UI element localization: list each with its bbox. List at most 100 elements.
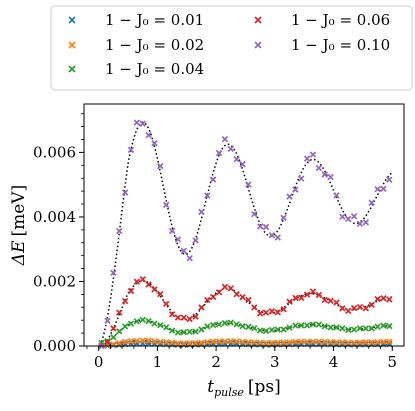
data-point-series-4 [380, 295, 387, 302]
data-point-series-3 [280, 326, 287, 333]
data-point-series-5 [221, 136, 229, 143]
data-point-series-4 [350, 304, 358, 312]
data-point-series-2 [262, 339, 270, 347]
data-point-series-4 [268, 308, 276, 315]
data-point-series-1 [180, 341, 188, 349]
data-point-series-2 [174, 340, 182, 347]
data-point-series-2 [309, 338, 317, 345]
data-point-series-4 [256, 310, 264, 317]
data-point-series-4 [245, 296, 252, 304]
legend-label-1: 1 − J₀ = 0.01 [105, 11, 204, 29]
data-point-series-2 [350, 339, 358, 346]
data-point-series-4 [151, 286, 158, 293]
data-point-series-5 [104, 317, 111, 324]
data-point-series-4 [386, 296, 393, 303]
data-point-series-4 [251, 304, 258, 311]
data-point-series-2 [163, 338, 170, 346]
fit-curves [100, 121, 393, 347]
data-point-series-5 [286, 193, 293, 200]
data-point-series-2 [133, 337, 141, 345]
data-point-series-5 [251, 210, 258, 218]
data-point-series-3 [386, 322, 393, 330]
data-point-series-4 [262, 309, 270, 316]
data-point-series-5 [215, 149, 223, 157]
legend-label-3: 1 − J₀ = 0.04 [105, 60, 204, 78]
data-point-series-3 [239, 323, 246, 330]
data-point-series-4 [333, 299, 340, 306]
data-point-series-5 [139, 120, 146, 127]
data-point-series-3 [180, 328, 188, 336]
data-point-series-4 [116, 309, 123, 316]
y-tick-label: 0.002 [33, 272, 76, 290]
data-point-series-5 [110, 269, 117, 277]
data-point-series-5 [262, 223, 270, 231]
data-point-series-2 [116, 339, 123, 347]
data-point-series-5 [186, 254, 193, 262]
data-point-series-3 [286, 324, 293, 331]
data-point-series-2 [274, 339, 281, 346]
legend-marker-4 [254, 16, 262, 24]
data-point-series-3 [274, 326, 281, 333]
data-point-series-3 [333, 324, 340, 331]
data-point-series-4 [127, 287, 135, 295]
legend: 1 − J₀ = 0.01 1 − J₀ = 0.02 1 − J₀ = 0.04 1… [50, 5, 413, 91]
data-point-series-5 [245, 181, 252, 188]
data-point-series-4 [168, 311, 176, 318]
legend-label-2: 1 − J₀ = 0.02 [105, 36, 204, 54]
data-point-series-3 [356, 325, 364, 332]
data-point-series-4 [239, 293, 246, 301]
data-point-series-2 [239, 338, 246, 346]
data-point-series-3 [321, 323, 328, 330]
data-point-series-2 [127, 338, 135, 345]
plot-area: 0 1 2 3 4 5 0.000 0.002 0.004 0.006 [33, 103, 405, 371]
data-point-series-2 [151, 338, 158, 345]
data-point-series-5 [256, 223, 264, 230]
data-point-series-3 [315, 321, 323, 328]
data-point-series-5 [145, 131, 152, 139]
data-point-series-2 [321, 338, 328, 345]
data-point-series-5 [350, 213, 358, 220]
data-point-series-3 [345, 326, 352, 334]
data-point-series-2 [333, 339, 340, 346]
data-point-series-5 [192, 237, 199, 244]
data-point-series-2 [356, 339, 364, 346]
data-point-series-2 [204, 338, 211, 346]
data-point-series-5 [309, 151, 317, 158]
data-point-series-4 [133, 278, 141, 285]
legend-marker-3 [68, 65, 76, 73]
data-point-series-2 [303, 338, 311, 345]
data-point-series-5 [116, 227, 123, 235]
data-point-series-2 [256, 339, 264, 346]
data-point-series-3 [221, 319, 229, 327]
data-point-series-4 [298, 294, 305, 301]
data-point-series-5 [333, 192, 340, 199]
data-point-series-3 [298, 322, 305, 329]
data-point-series-3 [192, 328, 199, 335]
data-point-series-3 [268, 326, 276, 334]
data-point-series-2 [315, 338, 323, 345]
data-point-series-5 [380, 185, 387, 192]
data-point-series-4 [327, 297, 334, 305]
data-point-series-2 [121, 338, 129, 346]
y-tick-label: 0.000 [33, 337, 76, 355]
data-point-series-3 [151, 320, 158, 327]
data-point-series-3 [127, 320, 135, 327]
legend-entries: 1 − J₀ = 0.01 1 − J₀ = 0.02 1 − J₀ = 0.04 1… [68, 11, 390, 78]
data-point-series-3 [309, 321, 317, 328]
data-point-series-4 [315, 291, 323, 299]
data-point-series-4 [362, 305, 370, 312]
x-tick-label: 5 [387, 353, 397, 371]
data-point-series-4 [221, 283, 229, 291]
data-point-series-4 [368, 301, 375, 309]
data-markers [98, 119, 393, 350]
data-point-series-2 [298, 338, 305, 345]
data-point-series-4 [280, 306, 287, 313]
y-tick-label: 0.004 [33, 208, 76, 226]
data-point-series-3 [256, 327, 264, 334]
data-point-series-3 [374, 323, 381, 330]
data-point-series-5 [374, 186, 381, 193]
axes-frame [83, 103, 405, 347]
data-point-series-5 [268, 232, 276, 239]
data-point-series-5 [280, 214, 287, 222]
y-axis-label: ΔE[meV] [9, 185, 29, 266]
